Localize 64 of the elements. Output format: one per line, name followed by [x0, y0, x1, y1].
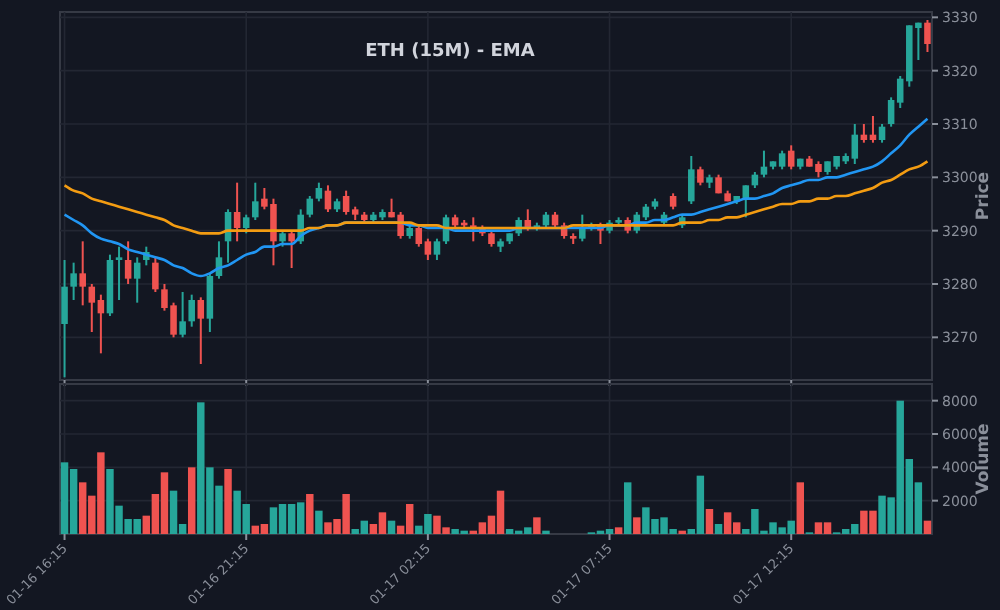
- bar: [187, 467, 196, 534]
- bar: [224, 469, 232, 534]
- candlestick: [415, 224, 423, 248]
- bar: [278, 504, 287, 534]
- bar: [533, 517, 541, 534]
- bar: [623, 482, 632, 534]
- bar: [269, 507, 278, 534]
- candlestick: [878, 123, 886, 144]
- candlestick: [697, 165, 704, 187]
- y-axis-title: Volume: [974, 423, 994, 495]
- bar: [796, 482, 805, 534]
- text: ETH (15M) - EMA: [365, 42, 535, 62]
- bar: [696, 475, 705, 534]
- bar: [633, 517, 641, 534]
- candlestick: [70, 261, 77, 301]
- candlestick: [206, 272, 214, 333]
- bar: [60, 462, 69, 534]
- candlestick: [688, 155, 695, 205]
- candlestick: [124, 240, 132, 285]
- candlestick: [252, 181, 259, 221]
- candlestick: [97, 293, 105, 355]
- candlestick: [115, 245, 123, 301]
- bar: [69, 469, 78, 534]
- candlestick: [233, 181, 241, 243]
- bar: [405, 504, 414, 534]
- bar: [823, 522, 832, 534]
- bar: [315, 510, 323, 534]
- candlestick: [778, 149, 786, 171]
- bar: [287, 504, 296, 534]
- bar: [251, 525, 260, 534]
- candlestick: [133, 256, 141, 304]
- bar: [923, 520, 932, 534]
- bar: [169, 490, 178, 534]
- candlestick: [88, 283, 96, 333]
- candlestick: [197, 296, 205, 365]
- candlestick: [242, 213, 250, 235]
- y-axis-title: Price: [974, 171, 994, 221]
- bar: [614, 527, 623, 534]
- bar: [496, 490, 505, 534]
- candlestick: [315, 181, 323, 203]
- candlestick: [760, 149, 768, 179]
- candlestick: [306, 195, 314, 219]
- bar: [160, 472, 169, 534]
- candlestick: [179, 291, 186, 339]
- candlestick: [787, 144, 795, 171]
- bar: [705, 509, 714, 534]
- candlestick: [342, 189, 350, 216]
- candlestick: [188, 293, 195, 328]
- bar: [814, 522, 823, 534]
- bar: [723, 512, 732, 534]
- bar: [387, 520, 396, 534]
- candlestick: [288, 229, 295, 269]
- candlestick: [579, 213, 586, 243]
- candlestick: [924, 19, 931, 53]
- candlestick: [79, 240, 86, 307]
- bar: [296, 502, 305, 534]
- bar: [260, 524, 269, 534]
- bar: [378, 512, 387, 534]
- bar: [478, 522, 487, 534]
- candlestick: [61, 259, 68, 379]
- candlestick: [152, 256, 159, 293]
- bar: [714, 524, 723, 534]
- candlestick: [433, 237, 441, 261]
- bar: [306, 494, 314, 534]
